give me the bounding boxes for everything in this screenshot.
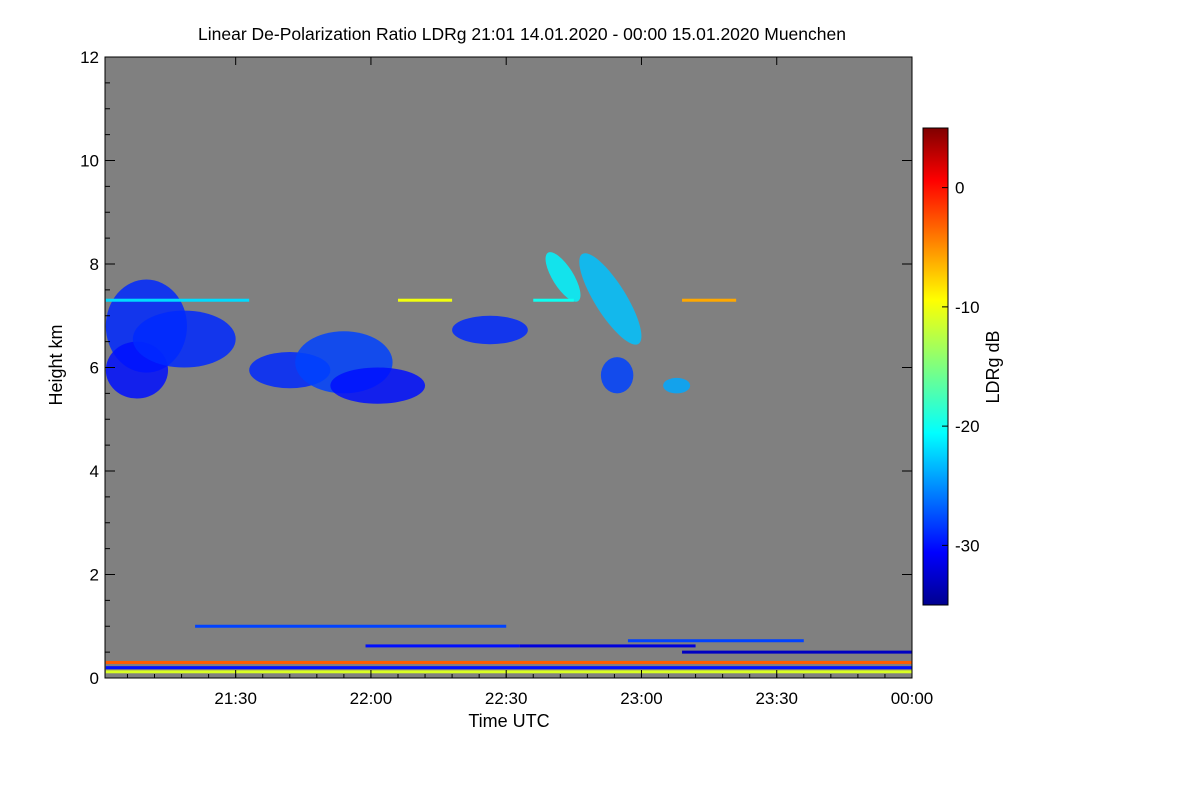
y-tick-label: 2 <box>90 566 99 585</box>
cloud-cirrus-e1 <box>600 357 634 394</box>
cloud-fallstreak-d2 <box>545 252 581 302</box>
layer-surface-0.3km <box>105 660 913 664</box>
x-tick-label: 22:00 <box>350 689 393 708</box>
y-axis-label: Height km <box>46 324 66 405</box>
cloud-cirrus-e2 <box>663 377 691 394</box>
plot-area: 21:30 22:00 22:30 23:00 23:30 00:00 0 2 4 6 8 10 12 <box>80 48 933 708</box>
y-tick-label: 4 <box>90 462 99 481</box>
colorbar-gradient <box>922 127 949 606</box>
layer-layer-0.6km-c <box>682 650 912 654</box>
layer-layer-1.0km <box>195 624 507 628</box>
cloud-cirrus-b3 <box>330 367 426 404</box>
x-tick-label: 21:30 <box>214 689 257 708</box>
colorbar-tick-label: -20 <box>955 417 980 436</box>
colorbar-label: LDRg dB <box>983 330 1003 403</box>
cloud-fallstreak-d1 <box>579 253 642 345</box>
colorbar-tick-label: 0 <box>955 179 964 198</box>
cloud-cirrus-a3 <box>132 310 236 368</box>
colorbar: 0 -10 -20 -30 <box>922 127 980 606</box>
x-tick-label: 23:00 <box>620 689 663 708</box>
y-tick-label: 6 <box>90 359 99 378</box>
x-tick-label: 00:00 <box>891 689 934 708</box>
layer-layer-7.3km-d <box>682 298 737 302</box>
layer-surface-0.1km <box>105 670 913 674</box>
plot-background <box>105 57 912 678</box>
y-tick-label: 8 <box>90 255 99 274</box>
chart-title: Linear De-Polarization Ratio LDRg 21:01 … <box>198 24 846 44</box>
layer-layer-7.3km-b <box>397 298 453 302</box>
cloud-cirrus-c1 <box>452 315 528 345</box>
layer-surface-0.2km <box>105 666 913 670</box>
x-tick-label: 22:30 <box>485 689 528 708</box>
layer-layer-7.3km-c <box>533 298 574 302</box>
layer-layer-0.6km-a <box>365 644 520 648</box>
y-tick-label: 0 <box>90 669 99 688</box>
colorbar-tick-label: -10 <box>955 298 980 317</box>
x-tick-label: 23:30 <box>755 689 798 708</box>
colorbar-tick-label: -30 <box>955 536 980 555</box>
layer-layer-7.3km-a <box>105 298 250 302</box>
y-tick-label: 10 <box>80 152 99 171</box>
layer-layer-0.72km <box>627 639 804 643</box>
layer-layer-0.6km-b <box>519 644 696 648</box>
x-axis-label: Time UTC <box>468 711 549 731</box>
y-tick-label: 12 <box>80 48 99 67</box>
